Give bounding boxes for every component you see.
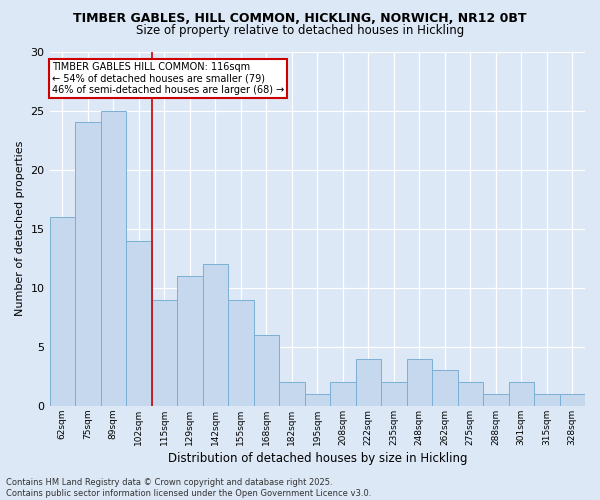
- X-axis label: Distribution of detached houses by size in Hickling: Distribution of detached houses by size …: [167, 452, 467, 465]
- Text: Size of property relative to detached houses in Hickling: Size of property relative to detached ho…: [136, 24, 464, 37]
- Bar: [75, 122, 101, 406]
- Bar: [432, 370, 458, 406]
- Bar: [101, 110, 126, 406]
- Bar: [330, 382, 356, 406]
- Bar: [483, 394, 509, 406]
- Bar: [177, 276, 203, 406]
- Text: TIMBER GABLES HILL COMMON: 116sqm
← 54% of detached houses are smaller (79)
46% : TIMBER GABLES HILL COMMON: 116sqm ← 54% …: [52, 62, 284, 96]
- Bar: [279, 382, 305, 406]
- Y-axis label: Number of detached properties: Number of detached properties: [15, 141, 25, 316]
- Bar: [534, 394, 560, 406]
- Text: TIMBER GABLES, HILL COMMON, HICKLING, NORWICH, NR12 0BT: TIMBER GABLES, HILL COMMON, HICKLING, NO…: [73, 12, 527, 26]
- Bar: [203, 264, 228, 406]
- Bar: [509, 382, 534, 406]
- Bar: [152, 300, 177, 406]
- Bar: [50, 217, 75, 406]
- Bar: [228, 300, 254, 406]
- Bar: [126, 240, 152, 406]
- Bar: [381, 382, 407, 406]
- Title: TIMBER GABLES, HILL COMMON, HICKLING, NORWICH, NR12 0BT
Size of property relativ: TIMBER GABLES, HILL COMMON, HICKLING, NO…: [0, 499, 1, 500]
- Bar: [407, 358, 432, 406]
- Bar: [458, 382, 483, 406]
- Bar: [305, 394, 330, 406]
- Bar: [560, 394, 585, 406]
- Text: Contains HM Land Registry data © Crown copyright and database right 2025.
Contai: Contains HM Land Registry data © Crown c…: [6, 478, 371, 498]
- Bar: [254, 335, 279, 406]
- Bar: [356, 358, 381, 406]
